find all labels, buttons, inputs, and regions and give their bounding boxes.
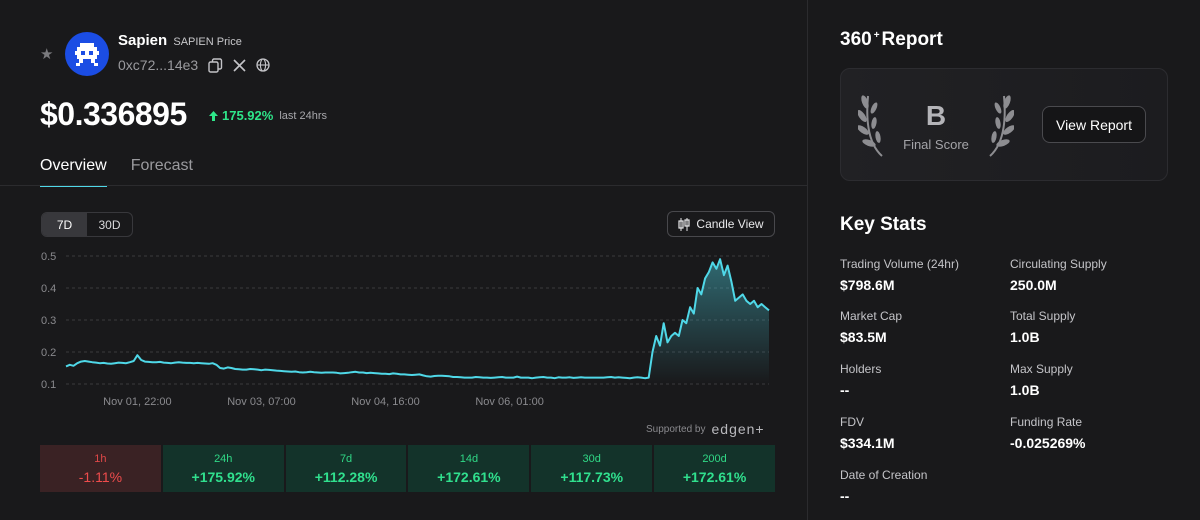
view-report-button[interactable]: View Report <box>1042 106 1146 143</box>
price-area <box>648 259 769 384</box>
performance-cell-24h: 24h +175.92% <box>162 445 284 492</box>
report-title-sup: + <box>873 29 880 41</box>
price-change-period: last 24hrs <box>279 109 328 122</box>
performance-period: 200d <box>702 452 727 465</box>
stat-date-of-creation: Date of Creation -- <box>840 468 927 504</box>
performance-value: +172.61% <box>437 468 501 485</box>
stat-label: Trading Volume (24hr) <box>840 257 959 271</box>
token-subtitle: SAPIEN Price <box>173 36 242 48</box>
report-title: 360 + Report <box>840 29 943 51</box>
stat-trading-volume: Trading Volume (24hr) $798.6M <box>840 257 959 293</box>
globe-icon[interactable] <box>256 58 270 72</box>
final-grade: B <box>925 100 947 131</box>
final-score-label: Final Score <box>903 137 969 152</box>
y-tick-label: 0.2 <box>41 347 56 359</box>
arrow-up-icon <box>209 110 218 121</box>
price-line <box>65 258 770 380</box>
stat-label: Funding Rate <box>1010 415 1083 429</box>
token-panel: ★ Sapien SAPIEN Price 0xc72...14e3 <box>0 0 808 520</box>
x-tick-label: Nov 03, 07:00 <box>227 396 296 408</box>
candle-view-label: Candle View <box>696 217 764 231</box>
performance-cell-7d: 7d +112.28% <box>285 445 407 492</box>
stat-value: $83.5M <box>840 329 887 345</box>
star-icon[interactable]: ★ <box>40 46 54 63</box>
laurel-left-icon <box>858 95 883 157</box>
supported-by: Supported by edgen+ <box>646 421 765 437</box>
stat-value: -- <box>840 382 850 398</box>
stat-value: 250.0M <box>1010 277 1057 293</box>
x-tick-label: Nov 04, 16:00 <box>351 396 420 408</box>
price-change-value: 175.92% <box>222 108 274 123</box>
stat-label: Holders <box>840 362 882 376</box>
stat-value: -0.025269% <box>1010 435 1086 451</box>
copy-icon[interactable] <box>208 57 223 73</box>
stat-label: Date of Creation <box>840 468 928 482</box>
stat-value: $334.1M <box>840 435 895 451</box>
range-30d-button[interactable]: 30D <box>98 217 121 232</box>
stat-label: FDV <box>840 415 864 429</box>
stat-holders: Holders -- <box>840 362 881 398</box>
stat-market-cap: Market Cap $83.5M <box>840 309 902 345</box>
supported-by-label: Supported by <box>646 423 706 435</box>
tab-bar: Overview Forecast <box>40 157 193 187</box>
stat-label: Total Supply <box>1010 309 1076 323</box>
performance-value: +175.92% <box>191 468 255 485</box>
performance-period: 14d <box>459 452 479 465</box>
pixel-invader-icon <box>75 43 99 66</box>
token-logo <box>65 32 109 76</box>
performance-period: 1h <box>94 452 107 465</box>
token-title: Sapien SAPIEN Price <box>118 32 242 49</box>
candle-view-button[interactable]: Candle View <box>667 211 775 237</box>
stat-funding-rate: Funding Rate -0.025269% <box>1010 415 1086 451</box>
tab-divider <box>0 185 808 186</box>
performance-period: 7d <box>339 452 353 465</box>
performance-value: +172.61% <box>682 468 747 485</box>
price-change: 175.92% last 24hrs <box>209 108 327 123</box>
stat-value: 1.0B <box>1010 329 1040 345</box>
tab-overview[interactable]: Overview <box>40 157 107 187</box>
y-tick-label: 0.5 <box>41 251 56 263</box>
laurel-right-icon <box>989 95 1014 157</box>
range-toggle: 7D 30D <box>41 212 133 237</box>
performance-cell-200d: 200d +172.61% <box>654 445 775 492</box>
current-price: $0.336895 <box>40 96 187 132</box>
stat-max-supply: Max Supply 1.0B <box>1010 362 1073 398</box>
edgen-logo: edgen+ <box>711 421 765 437</box>
stat-circulating-supply: Circulating Supply 250.0M <box>1010 257 1107 293</box>
key-stats-title: Key Stats <box>840 214 927 235</box>
performance-cell-30d: 30d +117.73% <box>531 445 653 492</box>
stat-fdv: FDV $334.1M <box>840 415 894 451</box>
contract-address: 0xc72...14e3 <box>118 57 199 73</box>
candlestick-icon <box>678 217 691 231</box>
performance-cell-1h: 1h -1.11% <box>40 445 161 492</box>
stat-total-supply: Total Supply 1.0B <box>1010 309 1075 345</box>
tab-forecast[interactable]: Forecast <box>130 157 193 174</box>
stat-label: Circulating Supply <box>1010 257 1107 271</box>
performance-value: +112.28% <box>314 468 378 485</box>
stat-value: -- <box>840 488 850 504</box>
performance-value: -1.11% <box>78 468 123 485</box>
range-7d-button[interactable]: 7D <box>42 213 87 236</box>
price-chart[interactable]: 0.5 0.4 0.3 0.2 0.1 Nov 01, 22:00 Nov 03, 07:… <box>36 246 778 414</box>
performance-period: 30d <box>582 452 601 465</box>
address-row: 0xc72...14e3 <box>118 57 270 73</box>
y-tick-label: 0.4 <box>41 283 56 295</box>
report-title-suffix: Report <box>881 29 943 50</box>
y-tick-label: 0.3 <box>41 315 56 327</box>
performance-cell-14d: 14d +172.61% <box>408 445 530 492</box>
token-name: Sapien <box>118 32 168 49</box>
y-tick-label: 0.1 <box>41 379 56 391</box>
performance-period: 24h <box>214 452 233 465</box>
x-tick-label: Nov 06, 01:00 <box>475 396 544 408</box>
report-title-prefix: 360 <box>840 29 872 50</box>
x-tick-label: Nov 01, 22:00 <box>103 396 172 408</box>
stat-value: 1.0B <box>1010 382 1040 398</box>
stat-value: $798.6M <box>840 277 895 293</box>
stat-label: Market Cap <box>840 309 903 323</box>
performance-strip: 1h -1.11% 24h +175.92% 7d +112.28% 14d +… <box>40 445 775 492</box>
performance-value: +117.73% <box>560 468 624 485</box>
stat-label: Max Supply <box>1010 362 1073 376</box>
x-twitter-icon[interactable] <box>233 58 246 72</box>
